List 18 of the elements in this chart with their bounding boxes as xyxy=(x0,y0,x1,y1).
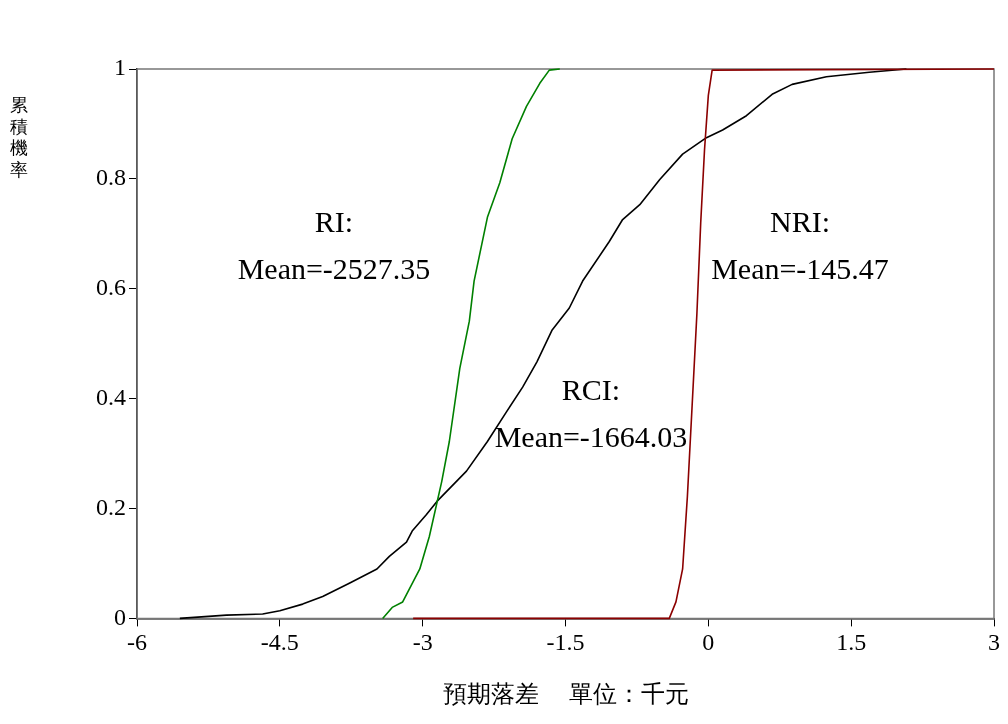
x-axis-title: 預期落差 單位：千元 xyxy=(442,680,689,707)
x-tick-label: -3 xyxy=(412,629,433,656)
y-tick-label: 0.4 xyxy=(96,383,126,410)
x-tick-label: 0 xyxy=(702,629,715,656)
annotation: NRI: Mean=-145.47 xyxy=(711,205,889,286)
annotation: RCI: Mean=-1664.03 xyxy=(494,373,688,454)
y-tick-label: 0.6 xyxy=(96,274,126,301)
y-tick-label: 0.8 xyxy=(96,164,126,191)
x-tick-label: -6 xyxy=(127,629,147,656)
y-tick-label: 0.2 xyxy=(96,493,126,520)
y-axis-title: 累積機率 xyxy=(10,95,28,182)
x-tick-label: -4.5 xyxy=(260,629,299,656)
x-tick-label: 3 xyxy=(988,629,1000,656)
x-tick-label: -1.5 xyxy=(546,629,585,656)
y-tick-label: 0 xyxy=(114,603,126,630)
x-tick-label: 1.5 xyxy=(836,629,867,656)
annotation: RI: Mean=-2527.35 xyxy=(237,205,431,286)
y-tick-label: 1 xyxy=(114,54,126,81)
